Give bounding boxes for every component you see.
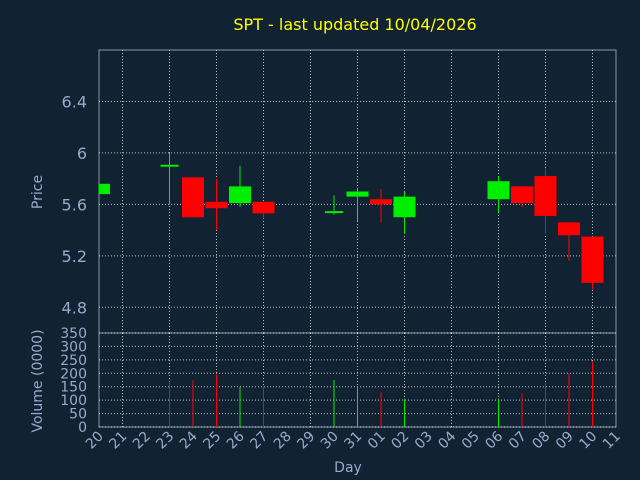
volume-tick-label: 100 (60, 393, 87, 409)
volume-tick-label: 0 (78, 420, 87, 436)
x-tick-label: 30 (318, 429, 342, 453)
x-tick-label: 27 (247, 429, 271, 453)
x-tick-label: 10 (576, 429, 600, 453)
volume-tick-label: 200 (60, 366, 87, 382)
candle-body (558, 222, 580, 236)
x-tick-label: 29 (294, 429, 318, 453)
candle-body (252, 201, 275, 214)
volume-axis-label: Volume (0000) (30, 329, 46, 432)
price-tick-label: 6 (77, 144, 87, 163)
candle-body (511, 186, 533, 204)
x-tick-label: 01 (365, 429, 389, 453)
x-tick-label: 07 (506, 429, 530, 453)
x-axis: 20 21 22 23 24 25 26 27 28 29 30 31 01 02 03 04 05 06 07 08… (83, 428, 624, 452)
x-tick-label: 08 (529, 429, 553, 453)
x-tick-label: 23 (153, 429, 177, 453)
volume-tick-label: 350 (60, 326, 87, 342)
volume-tick-label: 50 (69, 407, 87, 423)
x-tick-label: 26 (224, 428, 248, 452)
x-tick-label: 05 (459, 429, 483, 453)
chart-title: SPT - last updated 10/04/2026 (233, 15, 476, 34)
candle-body (581, 236, 604, 283)
x-tick-label: 11 (600, 429, 624, 453)
x-tick-label: 21 (106, 429, 130, 453)
x-tick-label: 09 (553, 429, 577, 453)
price-panel: 4.8 5.2 5.6 6 6.4 (62, 49, 617, 334)
candle-body (205, 201, 228, 209)
price-tick-label: 4.8 (62, 298, 87, 317)
x-tick-label: 24 (177, 428, 201, 452)
price-tick-label: 6.4 (62, 92, 87, 111)
candle-body (370, 199, 392, 205)
candle-body (99, 183, 110, 195)
x-tick-label: 04 (435, 428, 459, 452)
x-tick-label: 03 (412, 429, 436, 453)
candle-body (182, 177, 204, 218)
volume-tick-label: 250 (60, 353, 87, 369)
candle-body (346, 191, 369, 197)
volume-tick-label: 300 (60, 339, 87, 355)
candle-body (534, 176, 557, 216)
candle-body (229, 186, 251, 204)
x-axis-label: Day (334, 460, 362, 476)
price-tick-label: 5.2 (62, 247, 87, 266)
candle-body (393, 196, 416, 218)
x-tick-label: 25 (200, 429, 224, 453)
x-tick-label: 22 (130, 429, 154, 453)
price-tick-label: 5.6 (62, 195, 87, 214)
x-tick-label: 31 (341, 429, 365, 453)
x-tick-label: 06 (482, 428, 506, 452)
x-tick-label: 28 (271, 429, 295, 453)
volume-tick-label: 150 (60, 380, 87, 396)
x-tick-label: 02 (388, 429, 412, 453)
price-axis-label: Price (30, 175, 46, 209)
candle-body (487, 181, 510, 200)
